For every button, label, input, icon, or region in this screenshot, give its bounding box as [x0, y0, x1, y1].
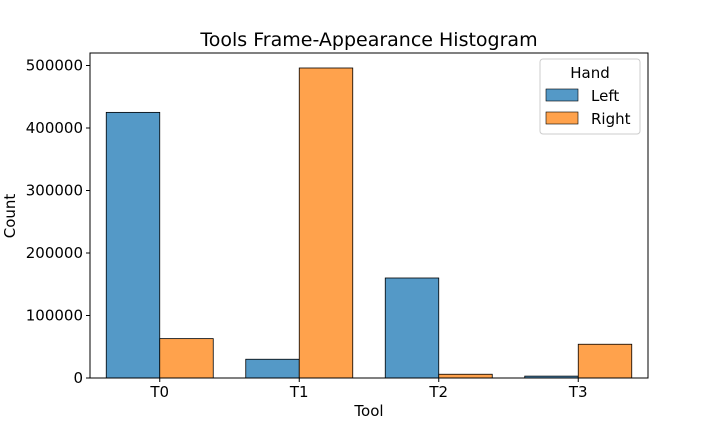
x-tick-label: T2	[428, 383, 448, 401]
y-axis-ticks: 0 100000 200000 300000 400000 500000	[26, 57, 90, 387]
bar-left-t0	[105, 111, 161, 379]
plot-frame	[89, 52, 649, 379]
bar-right-t2	[438, 373, 493, 379]
bar-right-t1	[298, 67, 354, 379]
y-tick-label: 100000	[26, 307, 83, 325]
x-axis-ticks: T0 T1 T2 T3	[149, 378, 588, 401]
legend-label-right: Right	[591, 110, 631, 128]
legend-swatch-right	[545, 111, 579, 125]
y-tick-label: 400000	[26, 119, 83, 137]
chart-title: Tools Frame-Appearance Histogram	[199, 29, 537, 51]
y-tick-label: 200000	[26, 244, 83, 262]
x-axis-label: Tool	[353, 402, 383, 420]
legend-swatch-left	[545, 88, 579, 102]
bar-right-t3	[577, 343, 633, 379]
legend-title: Hand	[570, 64, 610, 82]
bar-right-t0	[159, 338, 214, 379]
y-tick-label: 0	[73, 369, 83, 387]
x-tick-label: T0	[149, 383, 169, 401]
x-tick-label: T1	[289, 383, 309, 401]
bar-left-t2	[384, 277, 440, 379]
y-tick-label: 300000	[26, 182, 83, 200]
y-axis-label: Count	[1, 194, 19, 239]
y-tick-label: 500000	[26, 57, 83, 75]
bars-group	[105, 67, 633, 379]
bar-left-t1	[245, 358, 300, 379]
x-tick-label: T3	[568, 383, 588, 401]
legend-label-left: Left	[591, 87, 619, 105]
legend: Hand Left Right	[539, 58, 641, 135]
